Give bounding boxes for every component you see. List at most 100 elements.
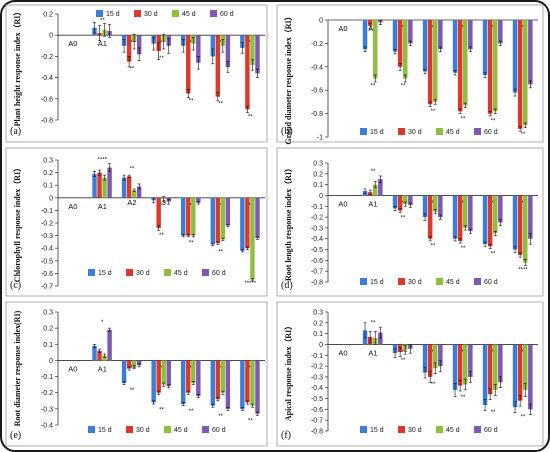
significance-label: ** [371,84,376,90]
bar [408,195,413,206]
bar [512,195,518,250]
bar [528,20,533,85]
y-tick-label: -0.6 [311,258,323,265]
legend-label: 15 d [106,11,120,18]
legend-label: 60 d [484,427,498,434]
y-tick-label: 0.1 [43,183,53,190]
bar [245,35,250,110]
significance-label: ** [371,320,376,326]
y-tick-label: -0.1 [311,204,323,211]
y-tick-label: 0 [49,195,53,202]
legend-swatch [210,10,217,17]
bar [250,360,255,406]
y-tick-label: -0.2 [41,54,53,61]
legend-swatch [126,426,133,433]
bar [403,20,408,79]
bar [452,344,458,390]
significance-label: ** [159,56,164,62]
y-tick-label: -0.5 [311,396,323,403]
significance-label: ** [521,132,526,138]
legend-swatch [474,278,481,285]
legend-label: 45 d [174,270,188,277]
bar [468,344,473,377]
bar [422,344,428,373]
y-tick-label: -0.4 [41,423,53,430]
y-tick-label: 0 [49,358,53,365]
bar [438,195,443,218]
y-tick-label: 0.3 [43,310,53,317]
panel-border [276,301,544,447]
legend-label: 15 d [370,129,384,136]
legend-label: 45 d [446,427,460,434]
bar [493,20,498,112]
legend-label: 45 d [446,129,460,136]
chart-panel-3: 0.3 0.2 0.1 0 -0.1 -0.2 -0.3 -0.4 -0.5 -0.6 -0.7 Ch… [5,147,268,297]
bar [250,35,255,65]
y-tick-label: 0.2 [43,170,53,177]
bar [240,35,245,48]
bar [121,177,127,198]
y-axis-title: Groud diameter response index（RI） [283,12,293,144]
bar [97,172,102,198]
bar [468,195,473,232]
y-tick-label: -0.2 [41,390,53,397]
y-tick-label: -0.2 [311,41,323,48]
significance-label: ** [461,395,466,401]
legend-swatch [164,426,171,433]
significance-label: ** [218,249,223,255]
y-axis-title: Root diameter response index(RI) [13,310,22,426]
y-tick-label: -0.4 [41,75,53,82]
bar [498,344,503,383]
bar [196,360,201,396]
bar [225,197,231,226]
significance-label: ** [491,410,496,416]
legend-swatch [172,10,179,17]
bar [433,344,438,369]
bar [245,360,250,403]
category-label: A1 [98,39,107,48]
legend-swatch [436,426,443,433]
y-tick-label: -0.1 [311,353,323,360]
bar [225,35,231,67]
category-label: A1 [98,364,107,373]
bar [517,195,523,255]
bar [373,184,378,196]
bar [191,360,196,384]
bar [523,344,528,390]
bar [181,360,186,405]
y-tick-label: -0.1 [41,374,53,381]
category-label: A0 [338,199,347,208]
bar [487,20,493,114]
significance-label: ** [130,166,135,172]
legend-swatch [360,426,367,433]
bar [517,344,523,401]
bar [498,20,503,44]
significance-label: ** [159,407,164,413]
legend-label: 45 d [182,11,196,18]
y-tick-label: 0.2 [313,171,323,178]
legend-label: 15 d [370,427,384,434]
legend-swatch [360,278,367,285]
y-tick-label: -0.1 [41,208,53,215]
y-tick-label: 0 [319,342,323,349]
bar [191,197,196,236]
significance-label: ** [521,414,526,420]
bar [151,360,156,403]
panel-border [5,4,268,143]
bar [107,329,112,361]
category-label: A2 [127,198,136,207]
category-label: A6 [246,35,255,44]
bar [126,35,132,62]
significance-label: ** [218,414,223,420]
legend-label: 60 d [212,270,226,277]
legend-swatch [474,426,481,433]
bar [463,20,468,106]
bar [186,197,191,236]
legend-label: 30 d [408,427,422,434]
legend-swatch [88,426,95,433]
significance-label: ** [218,102,223,108]
significance-label: ** [371,169,376,175]
bar [362,20,368,50]
